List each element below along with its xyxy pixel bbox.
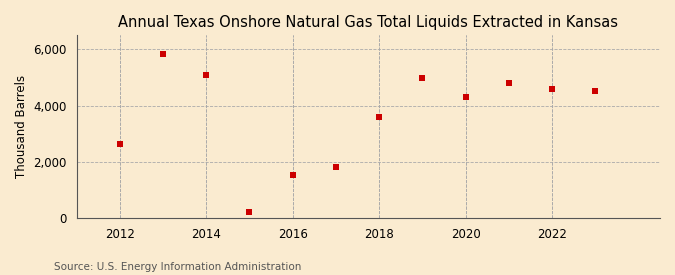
Point: [374, 115, 385, 120]
Point: [504, 80, 514, 85]
Point: [158, 52, 169, 57]
Point: [547, 87, 558, 91]
Y-axis label: Thousand Barrels: Thousand Barrels: [15, 75, 28, 178]
Point: [331, 164, 342, 169]
Point: [590, 89, 601, 93]
Point: [460, 95, 471, 100]
Text: Source: U.S. Energy Information Administration: Source: U.S. Energy Information Administ…: [54, 262, 301, 272]
Point: [244, 210, 255, 214]
Title: Annual Texas Onshore Natural Gas Total Liquids Extracted in Kansas: Annual Texas Onshore Natural Gas Total L…: [118, 15, 618, 30]
Point: [417, 76, 428, 80]
Point: [288, 173, 298, 177]
Point: [201, 73, 212, 77]
Point: [115, 141, 126, 146]
